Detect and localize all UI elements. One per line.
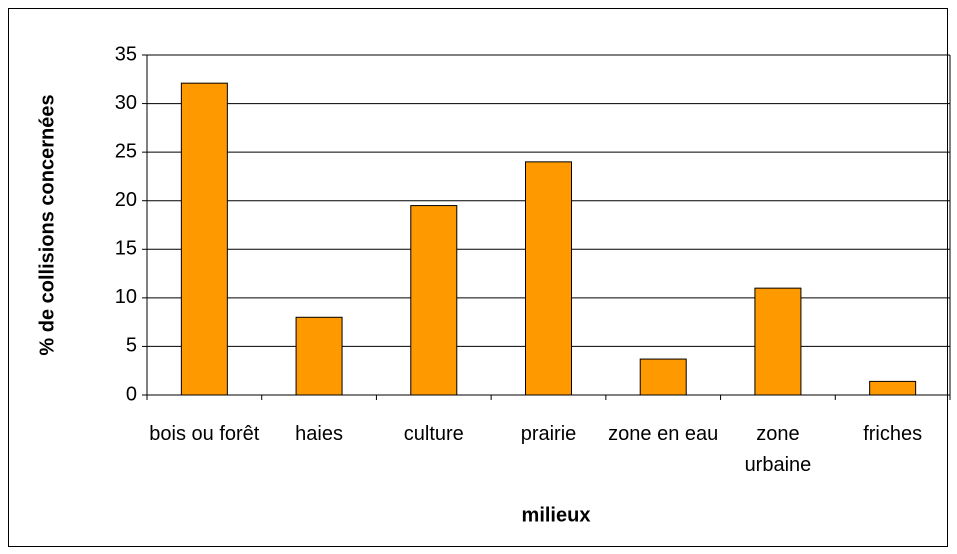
- x-axis-title: milieux: [522, 504, 591, 526]
- x-tick-label: zone urbaine: [744, 423, 812, 476]
- y-tick-label: 0: [126, 383, 137, 405]
- x-tick-label: prairie: [520, 423, 577, 445]
- bar: [295, 316, 343, 396]
- x-tick-label: bois ou forêt: [149, 423, 260, 445]
- y-tick-label: 10: [115, 286, 137, 308]
- y-axis-title: % de collisions concernées: [36, 94, 58, 355]
- bar: [180, 82, 228, 396]
- bar: [869, 380, 917, 396]
- chart-frame: [8, 8, 948, 547]
- x-tick-label: haies: [295, 423, 343, 445]
- y-tick-label: 35: [115, 43, 137, 65]
- bar: [639, 358, 687, 396]
- x-tick-label: friches: [863, 423, 923, 445]
- y-tick-label: 30: [115, 92, 137, 114]
- bar: [525, 161, 572, 396]
- x-tick-label: zone en eau: [608, 423, 719, 445]
- y-tick-label: 20: [115, 189, 137, 211]
- bar: [754, 287, 802, 396]
- y-tick-label: 25: [115, 140, 137, 162]
- y-tick-label: 15: [115, 238, 137, 260]
- bar: [410, 205, 458, 396]
- y-tick-label: 5: [126, 335, 137, 357]
- x-tick-label: culture: [403, 423, 464, 445]
